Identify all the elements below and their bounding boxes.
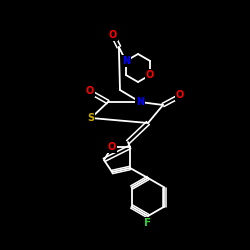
Text: O: O (176, 90, 184, 100)
Text: O: O (109, 30, 117, 40)
Text: O: O (176, 90, 184, 100)
Text: F: F (144, 218, 152, 228)
Text: O: O (146, 70, 154, 80)
Text: S: S (88, 113, 94, 123)
Text: N: N (136, 97, 144, 107)
Text: O: O (86, 86, 94, 96)
Text: N: N (136, 97, 144, 107)
Text: O: O (86, 86, 94, 96)
Text: N: N (122, 56, 130, 66)
Text: O: O (108, 142, 116, 152)
Text: S: S (88, 113, 94, 123)
Text: F: F (144, 218, 152, 228)
Text: N: N (122, 56, 130, 66)
Text: O: O (108, 142, 116, 152)
Text: O: O (109, 30, 117, 40)
Text: O: O (146, 70, 154, 80)
